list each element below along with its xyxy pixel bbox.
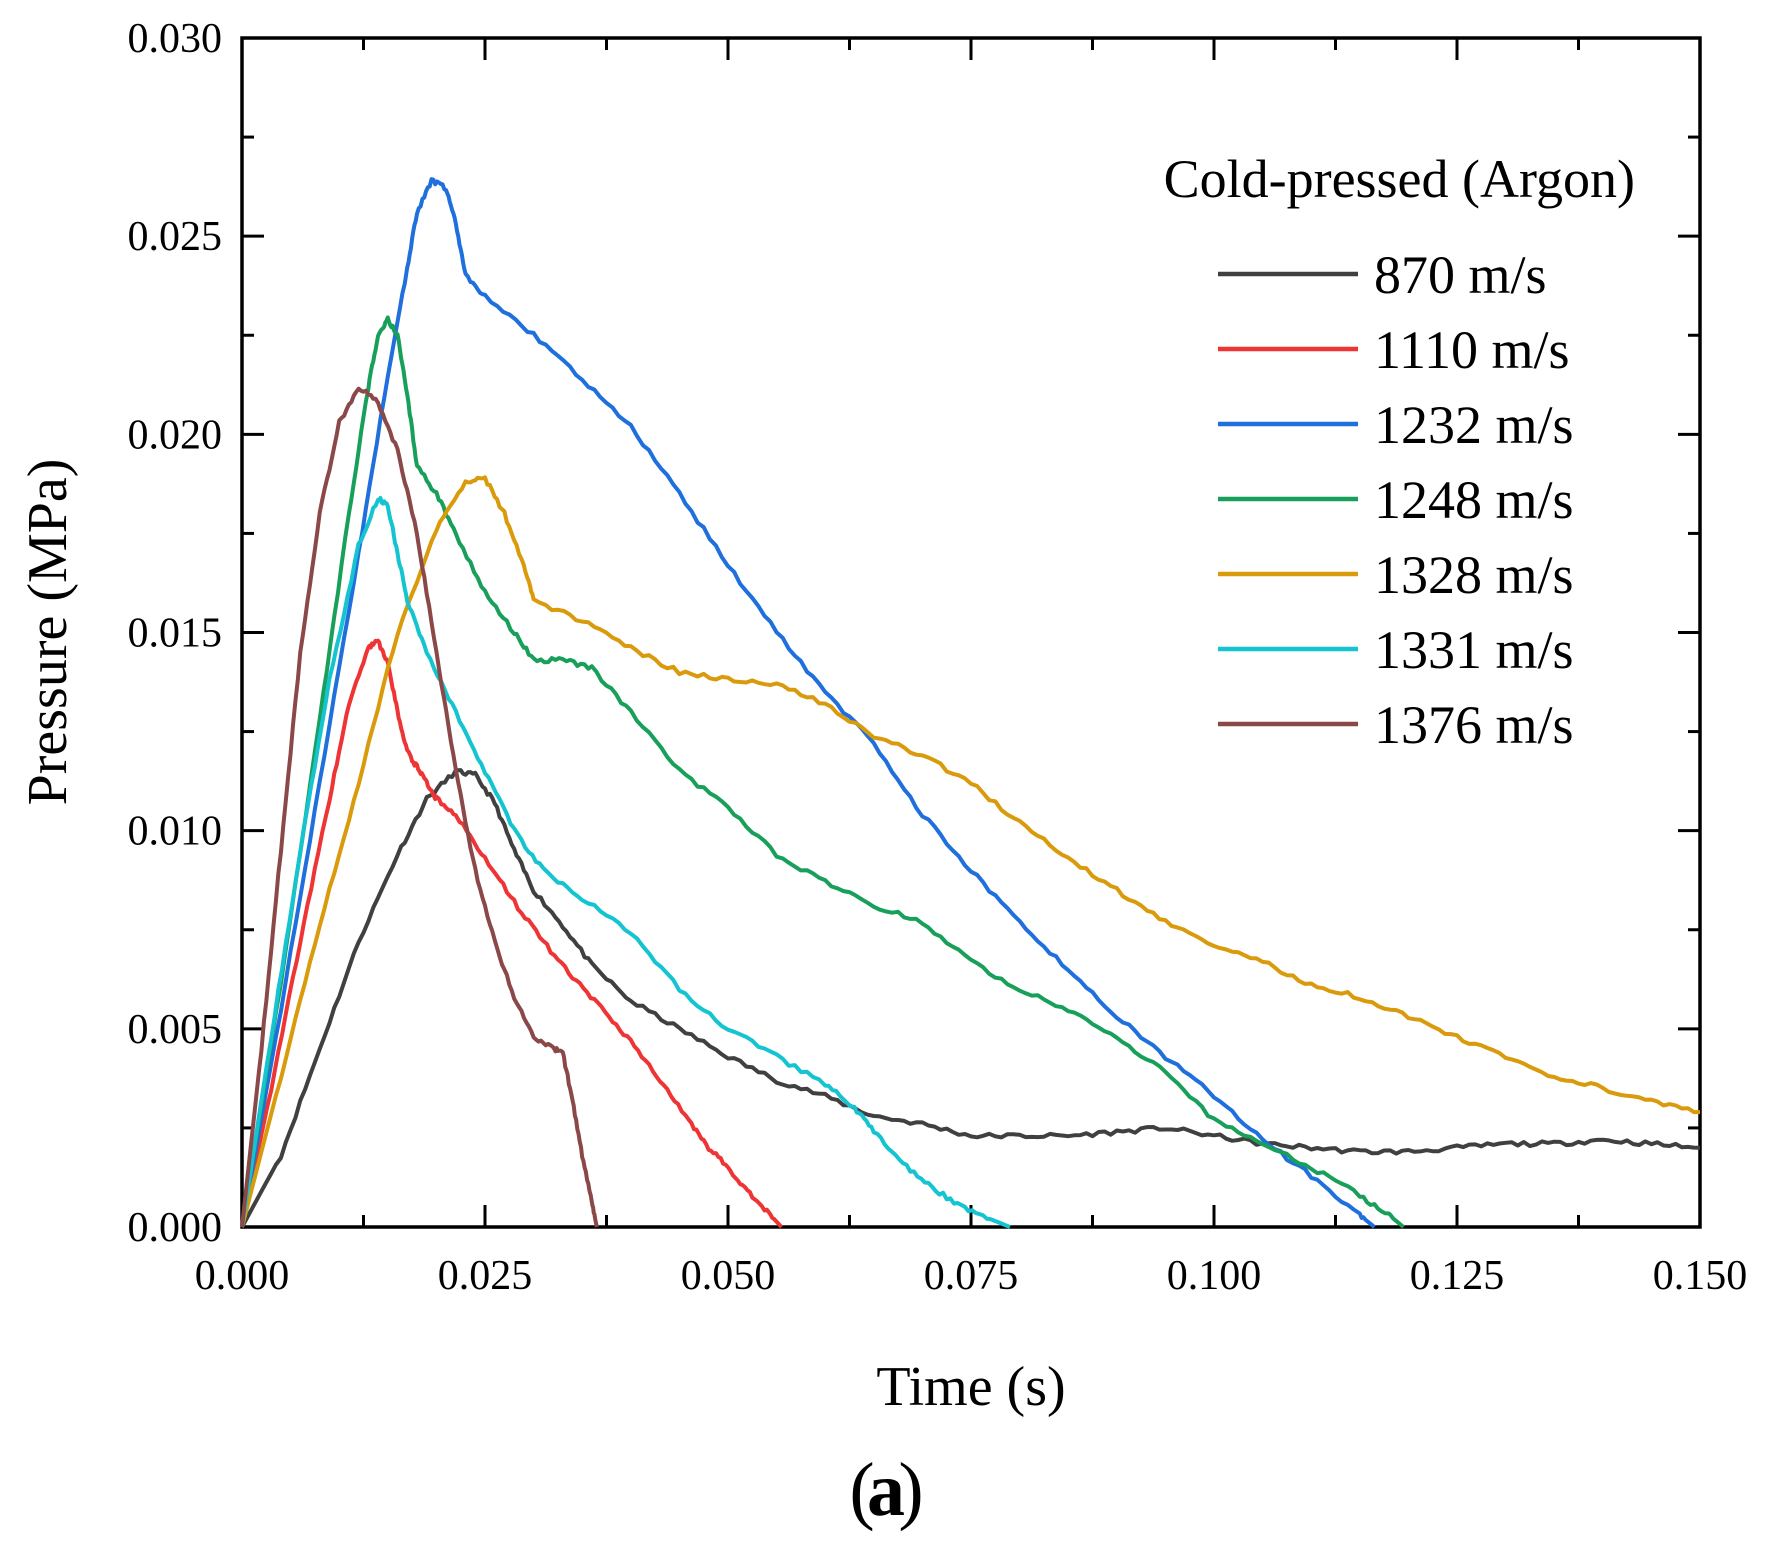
y-tick-label: 0.010: [128, 809, 223, 855]
legend: Cold-pressed (Argon) 870 m/s 1110 m/s 1232…: [1164, 149, 1635, 755]
y-tick-label: 0.015: [128, 611, 223, 657]
y-axis-title: Pressure (MPa): [17, 459, 79, 806]
y-tick-label: 0.025: [128, 214, 223, 260]
legend-label-1: 870 m/s: [1374, 245, 1547, 305]
panel-label-open: (: [849, 1448, 874, 1532]
series-line-5: [240, 475, 1700, 1228]
series-group: [240, 177, 1701, 1229]
y-tick-label: 0.005: [128, 1007, 223, 1053]
legend-label-7: 1376 m/s: [1374, 695, 1574, 755]
x-tick-label: 0.000: [195, 1253, 290, 1299]
x-tick-label: 0.025: [438, 1253, 533, 1299]
x-tick-label: 0.100: [1167, 1253, 1262, 1299]
series-line-4: [240, 315, 1405, 1229]
series-line-6: [240, 496, 1011, 1229]
panel-label-close: ): [898, 1448, 923, 1532]
series-line-3: [240, 177, 1376, 1229]
legend-label-6: 1331 m/s: [1374, 620, 1574, 680]
legend-label-3: 1232 m/s: [1374, 395, 1574, 455]
series-line-2: [240, 638, 783, 1229]
y-tick-label: 0.020: [128, 412, 223, 458]
x-tick-label: 0.050: [681, 1253, 776, 1299]
legend-label-5: 1328 m/s: [1374, 545, 1574, 605]
axis-ticks: 0.000 0.025 0.050 0.075 0.100 0.125 0.150 0.000…: [128, 16, 1748, 1299]
x-tick-label: 0.125: [1410, 1253, 1505, 1299]
series-line-7: [240, 386, 599, 1228]
legend-title: Cold-pressed (Argon): [1164, 149, 1635, 209]
legend-label-2: 1110 m/s: [1374, 320, 1570, 380]
y-tick-label: 0.000: [128, 1205, 223, 1251]
x-tick-label: 0.075: [924, 1253, 1019, 1299]
x-axis-title: Time (s): [876, 1356, 1065, 1418]
panel-label: a: [867, 1448, 905, 1532]
y-tick-label: 0.030: [128, 16, 223, 62]
x-tick-label: 0.150: [1653, 1253, 1748, 1299]
series-line-1: [240, 768, 1701, 1228]
legend-label-4: 1248 m/s: [1374, 470, 1574, 530]
